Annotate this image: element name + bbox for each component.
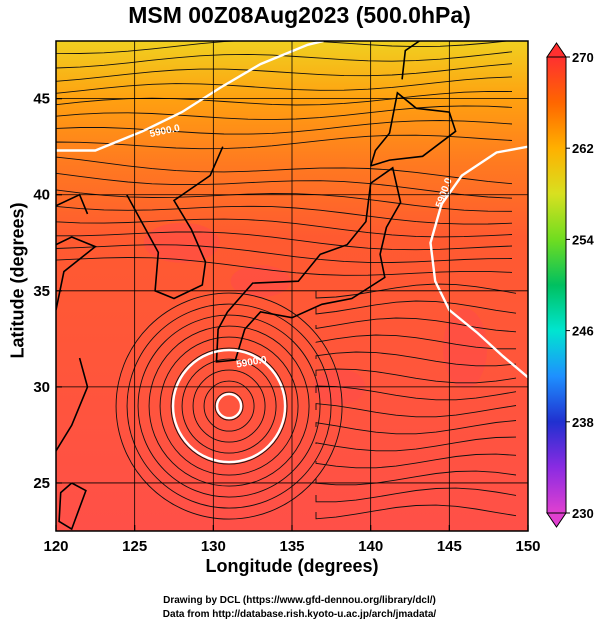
gridlines bbox=[56, 41, 528, 531]
streamline bbox=[315, 487, 517, 503]
colorbar-min-arrow bbox=[546, 512, 567, 528]
streamline bbox=[126, 303, 332, 509]
streamline bbox=[56, 90, 513, 106]
streamline bbox=[315, 317, 517, 333]
streamline bbox=[56, 172, 513, 199]
colorbar-tick-label: 230 bbox=[572, 506, 594, 521]
contour-east bbox=[429, 145, 528, 379]
streamline bbox=[170, 347, 288, 465]
streamline bbox=[56, 63, 513, 82]
coastline bbox=[58, 482, 87, 531]
coastline bbox=[401, 41, 420, 80]
x-axis-label: Longitude (degrees) bbox=[205, 556, 379, 576]
warm-patch bbox=[443, 308, 488, 389]
streamline bbox=[315, 403, 517, 418]
y-tick-label: 40 bbox=[33, 187, 50, 204]
colorbar-tick-label: 246 bbox=[572, 324, 594, 339]
colorbar-max-arrow bbox=[546, 42, 567, 58]
colorbar bbox=[546, 56, 567, 514]
x-tick-label: 135 bbox=[279, 538, 304, 555]
x-tick-label: 145 bbox=[437, 538, 462, 555]
contour-north bbox=[56, 41, 324, 152]
contour-typhoon-outer bbox=[171, 348, 287, 464]
colorbar-tick-label: 238 bbox=[572, 415, 594, 430]
coastline bbox=[369, 91, 457, 167]
y-axis-label: Latitude (degrees) bbox=[7, 202, 28, 359]
streamline bbox=[159, 336, 299, 476]
streamline bbox=[181, 358, 277, 454]
streamline bbox=[56, 51, 513, 69]
streamline bbox=[56, 76, 513, 94]
warm-patch bbox=[143, 222, 220, 263]
x-tick-label: 125 bbox=[122, 538, 147, 555]
streamline bbox=[315, 351, 517, 367]
contour-typhoon-inner bbox=[215, 392, 243, 420]
colorbar-tick-label: 254 bbox=[572, 232, 594, 247]
y-tick-label: 30 bbox=[33, 379, 50, 396]
streamline bbox=[315, 436, 517, 452]
streamline bbox=[315, 300, 517, 315]
streamline bbox=[56, 41, 512, 54]
streamline bbox=[56, 257, 513, 276]
colorbar-tick-label: 262 bbox=[572, 141, 594, 156]
streamline bbox=[56, 203, 513, 225]
coastlines bbox=[56, 41, 457, 531]
coastline bbox=[126, 146, 224, 300]
y-tick-label: 25 bbox=[33, 475, 50, 492]
coastline bbox=[56, 193, 97, 311]
streamline bbox=[203, 380, 255, 432]
streamline bbox=[315, 334, 516, 350]
streamline bbox=[192, 369, 266, 443]
credit-drawing: Drawing by DCL (https://www.gfd-dennou.o… bbox=[163, 595, 436, 606]
streamline bbox=[56, 156, 513, 185]
streamline bbox=[56, 105, 513, 121]
streamline bbox=[315, 283, 517, 299]
y-tick-label: 45 bbox=[33, 91, 50, 108]
coastline bbox=[56, 357, 89, 453]
streamline bbox=[315, 504, 517, 520]
x-tick-label: 130 bbox=[201, 538, 226, 555]
x-tick-label: 150 bbox=[515, 538, 540, 555]
streamline bbox=[315, 453, 517, 469]
streamline bbox=[56, 189, 513, 212]
x-tick-label: 140 bbox=[358, 538, 383, 555]
streamline bbox=[56, 120, 513, 135]
streamline bbox=[315, 420, 517, 435]
colorbar-tick-label: 270 bbox=[572, 50, 594, 65]
x-tick-label: 120 bbox=[43, 538, 68, 555]
warm-patch bbox=[230, 265, 291, 298]
height-contours bbox=[56, 41, 528, 464]
streamline bbox=[148, 325, 310, 487]
y-tick-label: 35 bbox=[33, 283, 50, 300]
contour-label: 5900.0 bbox=[236, 354, 268, 370]
streamline bbox=[214, 391, 244, 421]
streamline bbox=[137, 314, 321, 498]
streamline bbox=[315, 368, 517, 384]
credit-data: Data from http://database.rish.kyoto-u.a… bbox=[162, 609, 437, 620]
chart-title: MSM 00Z08Aug2023 (500.0hPa) bbox=[128, 2, 471, 28]
streamline bbox=[115, 292, 343, 520]
streamline bbox=[315, 470, 517, 486]
